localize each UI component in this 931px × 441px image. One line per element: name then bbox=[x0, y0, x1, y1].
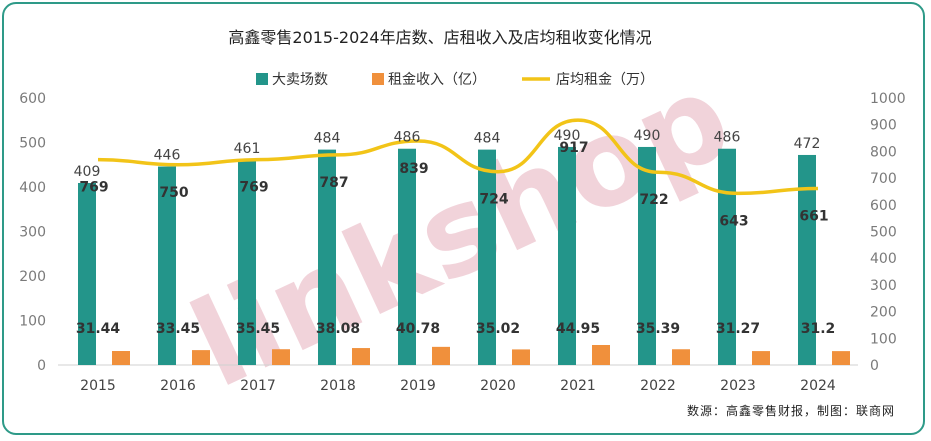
y-right-tick-label: 500 bbox=[870, 225, 897, 241]
x-tick-label: 2019 bbox=[400, 378, 436, 394]
bar-store-count bbox=[638, 146, 656, 365]
y-left-tick-label: 500 bbox=[19, 136, 46, 152]
bar-rent-income bbox=[112, 351, 130, 365]
x-tick-label: 2023 bbox=[720, 378, 756, 394]
label-avg-rent: 661 bbox=[799, 209, 828, 225]
label-avg-rent: 769 bbox=[239, 180, 268, 196]
y-right-tick-label: 0 bbox=[870, 358, 879, 374]
label-store-count: 490 bbox=[634, 128, 661, 144]
label-avg-rent: 769 bbox=[79, 180, 108, 196]
y-right-tick-label: 400 bbox=[870, 251, 897, 267]
label-avg-rent: 722 bbox=[639, 192, 668, 208]
label-avg-rent: 839 bbox=[399, 161, 428, 177]
y-left-tick-label: 100 bbox=[19, 314, 46, 330]
legend-label: 租金收入（亿） bbox=[388, 72, 486, 88]
label-rent-income: 38.08 bbox=[316, 321, 360, 337]
y-right-tick-label: 700 bbox=[870, 171, 897, 187]
label-rent-income: 31.2 bbox=[801, 321, 836, 337]
x-tick-label: 2017 bbox=[240, 378, 276, 394]
bar-store-count bbox=[78, 182, 96, 365]
x-axis: 2015 2016 2017 2018 2019 2020 2021 2022 2023 2024 bbox=[58, 364, 858, 394]
y-right-tick-label: 100 bbox=[870, 331, 897, 347]
y-right-tick-label: 300 bbox=[870, 278, 897, 294]
legend-label: 大卖场数 bbox=[272, 72, 328, 88]
legend: 大卖场数 租金收入（亿） 店均租金（万） bbox=[256, 72, 654, 88]
label-avg-rent: 917 bbox=[559, 140, 588, 156]
label-rent-income: 35.39 bbox=[636, 321, 680, 337]
label-store-count: 461 bbox=[234, 141, 261, 157]
label-avg-rent: 787 bbox=[319, 175, 348, 191]
bar-store-count bbox=[318, 149, 336, 365]
bar-rent-income bbox=[752, 351, 770, 365]
y-left-tick-label: 200 bbox=[19, 269, 46, 285]
y-left-tick-label: 600 bbox=[19, 91, 46, 107]
bars bbox=[78, 146, 850, 365]
label-store-count: 409 bbox=[74, 164, 101, 180]
bar-rent-income bbox=[512, 349, 530, 365]
bar-store-count bbox=[158, 166, 176, 365]
bar-rent-income bbox=[352, 348, 370, 365]
line-avg-rent bbox=[97, 118, 819, 196]
bar-rent-income bbox=[832, 351, 850, 365]
label-store-count: 472 bbox=[794, 136, 821, 152]
bar-rent-income bbox=[272, 349, 290, 365]
x-tick-label: 2018 bbox=[320, 378, 356, 394]
label-rent-income: 31.27 bbox=[716, 321, 760, 337]
label-avg-rent: 643 bbox=[719, 213, 748, 229]
x-tick-label: 2024 bbox=[800, 378, 836, 394]
y-right-tick-label: 900 bbox=[870, 118, 897, 134]
label-avg-rent: 750 bbox=[159, 185, 188, 201]
chart-title: 高鑫零售2015-2024年店数、店租收入及店均租收变化情况 bbox=[228, 28, 651, 47]
y-right-tick-label: 600 bbox=[870, 198, 897, 214]
x-tick-label: 2021 bbox=[560, 378, 596, 394]
y-right-tick-label: 200 bbox=[870, 305, 897, 321]
y-left-tick-label: 0 bbox=[37, 358, 46, 374]
y-axis-right: 0 100 200 300 400 500 600 700 800 900 1000 bbox=[870, 91, 906, 374]
label-rent-income: 31.44 bbox=[76, 321, 121, 337]
label-store-count: 484 bbox=[314, 131, 341, 147]
data-labels: 409 31.44 446 33.45 461 35.45 484 38.08 486 40.78… bbox=[74, 128, 836, 337]
x-tick-label: 2016 bbox=[160, 378, 196, 394]
line-series bbox=[97, 118, 819, 196]
bar-store-count bbox=[238, 159, 256, 365]
x-tick-label: 2015 bbox=[80, 378, 116, 394]
label-store-count: 486 bbox=[394, 130, 421, 146]
bar-store-count bbox=[558, 146, 576, 365]
legend-label: 店均租金（万） bbox=[556, 72, 654, 88]
label-store-count: 486 bbox=[714, 130, 741, 146]
label-rent-income: 33.45 bbox=[156, 321, 200, 337]
bar-rent-income bbox=[592, 344, 610, 365]
bar-store-count bbox=[478, 149, 496, 365]
y-right-tick-label: 800 bbox=[870, 144, 897, 160]
bar-rent-income bbox=[432, 346, 450, 365]
x-tick-label: 2022 bbox=[640, 378, 676, 394]
label-store-count: 490 bbox=[554, 128, 581, 144]
chart-frame bbox=[2, 2, 925, 435]
label-rent-income: 44.95 bbox=[556, 321, 600, 337]
y-left-tick-label: 400 bbox=[19, 180, 46, 196]
legend-swatch bbox=[256, 73, 268, 85]
watermark-logo: linkshop bbox=[172, 47, 750, 415]
bar-rent-income bbox=[192, 350, 210, 365]
bar-rent-income bbox=[672, 349, 690, 365]
label-rent-income: 40.78 bbox=[396, 321, 440, 337]
label-rent-income: 35.02 bbox=[476, 321, 520, 337]
watermark-text: linkshop bbox=[172, 47, 750, 415]
label-store-count: 446 bbox=[154, 148, 181, 164]
label-avg-rent: 724 bbox=[479, 192, 508, 208]
bar-store-count bbox=[718, 148, 736, 365]
bar-store-count bbox=[798, 154, 816, 365]
y-axis-left: 0 100 200 300 400 500 600 bbox=[19, 91, 46, 374]
label-rent-income: 35.45 bbox=[236, 321, 280, 337]
label-store-count: 484 bbox=[474, 131, 501, 147]
y-right-tick-label: 1000 bbox=[870, 91, 906, 107]
bar-store-count bbox=[398, 148, 416, 365]
y-left-tick-label: 300 bbox=[19, 225, 46, 241]
legend-swatch bbox=[372, 73, 384, 85]
x-tick-label: 2020 bbox=[480, 378, 516, 394]
source-note: 数源：高鑫零售财报，制图：联商网 bbox=[686, 404, 895, 418]
